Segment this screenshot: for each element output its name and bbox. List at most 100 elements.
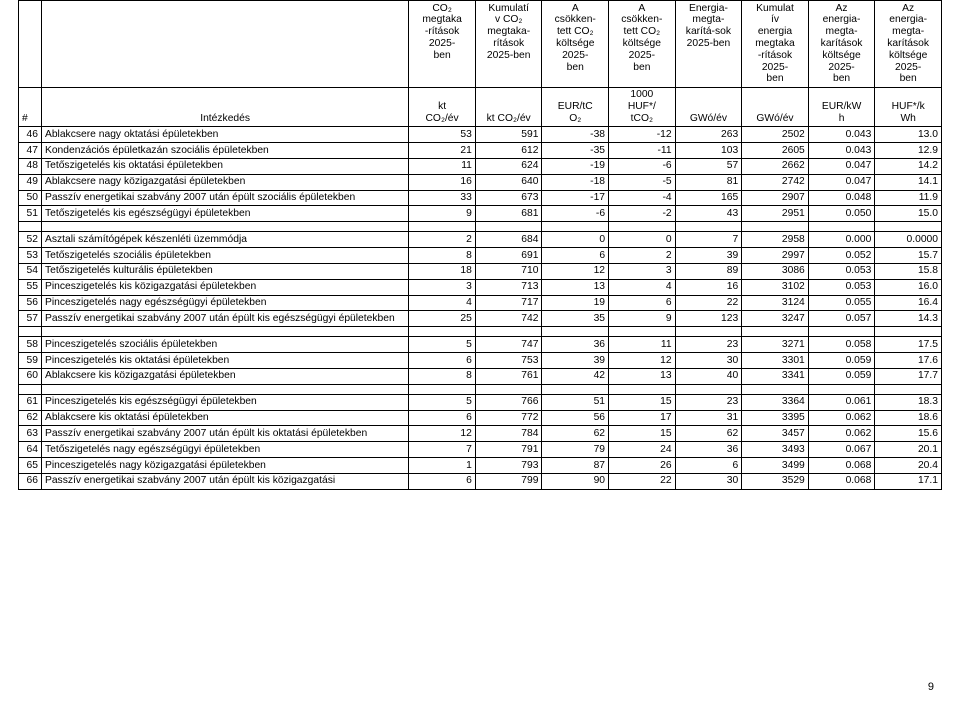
row-number: 52	[19, 232, 42, 248]
gap-cell	[808, 222, 875, 232]
row-value: 33	[409, 190, 476, 206]
row-label: Pinceszigetelés nagy közigazgatási épüle…	[41, 458, 408, 474]
row-value: 753	[475, 353, 542, 369]
row-value: 14.2	[875, 158, 942, 174]
row-value: -12	[609, 127, 676, 143]
subheader-cell: #	[19, 87, 42, 126]
row-value: 784	[475, 426, 542, 442]
row-value: 12	[542, 263, 609, 279]
table-row: 61Pinceszigetelés kis egészségügyi épüle…	[19, 394, 942, 410]
row-label: Ablakcsere nagy közigazgatási épületekbe…	[41, 174, 408, 190]
gap-cell	[409, 327, 476, 337]
gap-cell	[875, 384, 942, 394]
row-number: 66	[19, 473, 42, 489]
row-value: 8	[409, 248, 476, 264]
row-value: 123	[675, 311, 742, 327]
group-gap	[19, 222, 942, 232]
header-blank	[41, 1, 408, 88]
row-value: 35	[542, 311, 609, 327]
table-row: 52Asztali számítógépek készenléti üzemmó…	[19, 232, 942, 248]
row-value: 2	[609, 248, 676, 264]
row-value: 15.7	[875, 248, 942, 264]
row-value: 793	[475, 458, 542, 474]
row-value: 19	[542, 295, 609, 311]
table-row: 62Ablakcsere kis oktatási épületekben677…	[19, 410, 942, 426]
row-value: 6	[409, 410, 476, 426]
row-value: 18.6	[875, 410, 942, 426]
header-row-2: #IntézkedésktCO₂/évkt CO₂/évEUR/tCO₂1000…	[19, 87, 942, 126]
table-row: 46Ablakcsere nagy oktatási épületekben53…	[19, 127, 942, 143]
table-row: 58Pinceszigetelés szociális épületekben5…	[19, 337, 942, 353]
row-value: 2951	[742, 206, 809, 222]
row-value: 799	[475, 473, 542, 489]
gap-cell	[19, 327, 42, 337]
row-value: 2907	[742, 190, 809, 206]
row-number: 62	[19, 410, 42, 426]
row-number: 50	[19, 190, 42, 206]
table-row: 47Kondenzációs épületkazán szociális épü…	[19, 143, 942, 159]
row-value: 39	[542, 353, 609, 369]
row-value: 3124	[742, 295, 809, 311]
row-value: 17.7	[875, 368, 942, 384]
row-value: 20.4	[875, 458, 942, 474]
row-value: 2502	[742, 127, 809, 143]
table-row: 49Ablakcsere nagy közigazgatási épületek…	[19, 174, 942, 190]
row-value: 13.0	[875, 127, 942, 143]
row-value: 22	[609, 473, 676, 489]
row-value: 3529	[742, 473, 809, 489]
row-value: 62	[675, 426, 742, 442]
row-value: 17.6	[875, 353, 942, 369]
row-value: 57	[675, 158, 742, 174]
gap-cell	[41, 384, 408, 394]
row-value: 624	[475, 158, 542, 174]
row-value: 15	[609, 394, 676, 410]
row-value: -6	[542, 206, 609, 222]
row-value: 6	[409, 473, 476, 489]
row-value: 742	[475, 311, 542, 327]
group-gap	[19, 327, 942, 337]
row-value: 6	[675, 458, 742, 474]
row-number: 53	[19, 248, 42, 264]
gap-cell	[609, 327, 676, 337]
row-number: 64	[19, 442, 42, 458]
row-value: 16	[675, 279, 742, 295]
row-value: 717	[475, 295, 542, 311]
gap-cell	[808, 384, 875, 394]
row-value: 3	[409, 279, 476, 295]
row-value: 13	[542, 279, 609, 295]
row-value: 791	[475, 442, 542, 458]
header-cell: Acsökken-tett CO₂költsége2025-ben	[609, 1, 676, 88]
row-value: 3247	[742, 311, 809, 327]
row-value: 13	[609, 368, 676, 384]
header-cell: Kumulatívenergiamegtaka-rítások2025-ben	[742, 1, 809, 88]
subheader-cell: Intézkedés	[41, 87, 408, 126]
row-value: 710	[475, 263, 542, 279]
row-value: -17	[542, 190, 609, 206]
gap-cell	[409, 222, 476, 232]
row-value: 62	[542, 426, 609, 442]
row-value: 42	[542, 368, 609, 384]
row-value: 0.057	[808, 311, 875, 327]
table-row: 60Ablakcsere kis közigazgatási épületekb…	[19, 368, 942, 384]
row-number: 48	[19, 158, 42, 174]
row-value: 7	[409, 442, 476, 458]
row-value: 15	[609, 426, 676, 442]
header-cell: CO₂ megtaka-rítások 2025-ben	[409, 1, 476, 88]
row-value: 26	[609, 458, 676, 474]
row-value: 0.052	[808, 248, 875, 264]
row-value: 3499	[742, 458, 809, 474]
row-label: Asztali számítógépek készenléti üzemmódj…	[41, 232, 408, 248]
row-label: Ablakcsere kis oktatási épületekben	[41, 410, 408, 426]
row-value: 40	[675, 368, 742, 384]
row-value: 16.4	[875, 295, 942, 311]
row-value: 0.062	[808, 410, 875, 426]
row-value: 36	[542, 337, 609, 353]
table-row: 48Tetőszigetelés kis oktatási épületekbe…	[19, 158, 942, 174]
row-value: 5	[409, 394, 476, 410]
row-value: 0.068	[808, 458, 875, 474]
row-value: 1	[409, 458, 476, 474]
row-value: 3102	[742, 279, 809, 295]
table-row: 51Tetőszigetelés kis egészségügyi épület…	[19, 206, 942, 222]
row-value: 0.061	[808, 394, 875, 410]
row-value: 11.9	[875, 190, 942, 206]
